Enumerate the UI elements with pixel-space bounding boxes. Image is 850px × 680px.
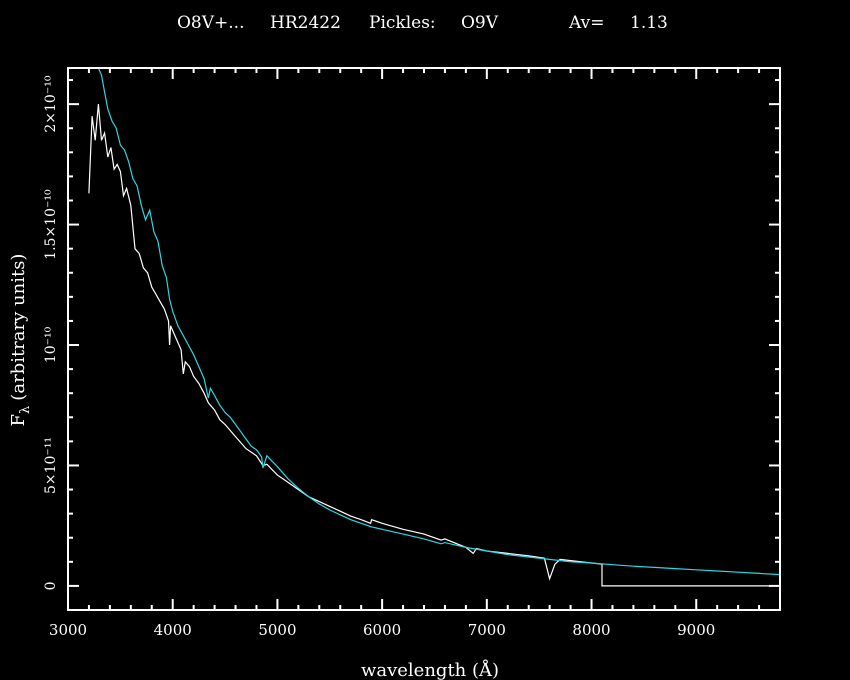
series-group [88,67,781,587]
x-axis-label: wavelength (Å) [361,659,499,680]
y-tick-label: 0 [43,581,59,590]
title-star-type: O8V+... [177,13,245,33]
axis-ticks [67,68,781,611]
x-tick-labels: 3000 4000 5000 6000 7000 8000 9000 [49,621,715,639]
series-step-segment [601,564,780,587]
title-av-value: 1.13 [630,13,668,33]
x-tick-label: 9000 [677,621,715,639]
y-tick-label: 10⁻¹⁰ [43,326,59,363]
y-axis-label-units: (arbitrary units) [8,254,29,401]
chart-title: O8V+... HR2422 Pickles: O9V Av= 1.13 [177,13,668,33]
x-tick-label: 3000 [49,621,87,639]
series-line-1 [97,67,781,576]
y-tick-label: 1.5×10⁻¹⁰ [43,189,59,260]
series-line-0 [88,104,603,581]
plot-frame [67,67,781,611]
x-tick-label: 7000 [468,621,506,639]
x-tick-label: 6000 [363,621,401,639]
y-axis-label-subscript: λ [18,406,33,414]
x-tick-label: 4000 [154,621,192,639]
title-star-id: HR2422 [270,13,341,33]
x-tick-label: 5000 [258,621,296,639]
y-tick-label: 2×10⁻¹⁰ [43,75,59,132]
y-axis-label-symbol: F [8,414,29,427]
title-pickles-type: O9V [461,13,499,33]
title-pickles-label: Pickles: [369,13,436,33]
y-axis-label: Fλ (arbitrary units) [8,254,33,427]
x-tick-label: 8000 [572,621,610,639]
title-av-label: Av= [568,13,604,33]
y-tick-labels: 0 5×10⁻¹¹ 10⁻¹⁰ 1.5×10⁻¹⁰ 2×10⁻¹⁰ [43,75,59,590]
y-tick-label: 5×10⁻¹¹ [43,437,59,494]
